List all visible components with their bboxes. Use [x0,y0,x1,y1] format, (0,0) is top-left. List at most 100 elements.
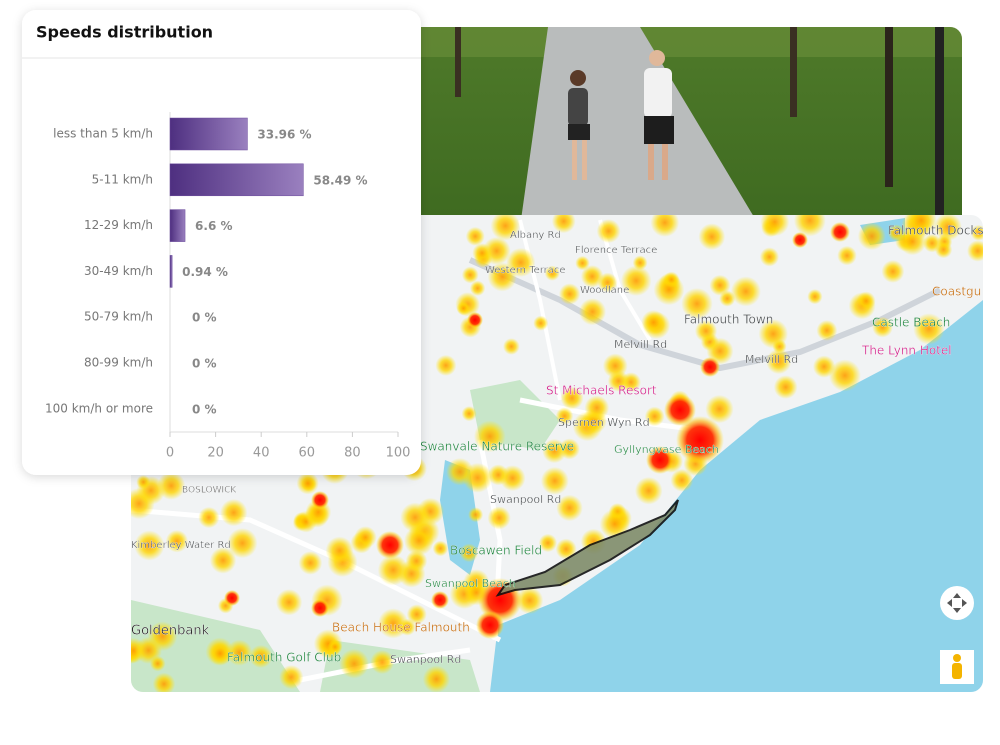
map-label: Falmouth Golf Club [227,651,341,665]
heat-spot [459,543,479,563]
map-label: Beach House Falmouth [332,621,470,635]
x-tick-label: 80 [344,446,361,461]
heat-spot [540,466,569,495]
heat-spot [516,586,544,615]
heat-spot [596,219,621,244]
heat-spot [136,475,151,490]
heat-spot [456,301,471,316]
heat-spot [793,215,826,237]
map-label: Kimberley Water Rd [131,540,231,551]
map-label: Albany Rd [510,230,561,241]
x-tick-label: 0 [166,446,174,461]
x-tick-label: 100 [386,446,411,461]
heat-spot [970,224,983,241]
map-label: Melvill Rd [745,353,798,366]
value-label: 0 % [192,402,217,416]
bar [169,163,304,197]
heat-spot [881,260,905,283]
heat-spot [632,255,648,271]
heat-hotspot [792,232,808,248]
value-label: 33.96 % [257,128,311,142]
map-label: Swanpool Rd [390,653,461,666]
map-label: The Lynn Hotel [861,344,952,358]
map-label: Gyllyngvase Beach [614,443,719,456]
heat-spot [406,604,427,625]
map-label: Castle Beach [872,316,950,330]
heat-spot [807,289,823,305]
map-label: Western Terrace [485,265,566,276]
heat-spot [472,243,492,263]
heat-hotspot [431,591,449,609]
value-label: 0 % [192,357,217,371]
heat-spot [922,233,942,253]
heat-spot [816,320,838,341]
heat-spot [709,274,731,296]
map-label: Falmouth Town [684,313,773,327]
map-label: BOSLOWICK [182,486,237,496]
bar [169,117,248,151]
map-label: Florence Terrace [575,245,657,256]
heat-spot [404,525,434,556]
map-label: Coastgu [932,285,981,299]
chart-card: Speeds distribution 0 20 40 60 80 100 less tha… [22,10,421,475]
heat-spot [220,498,248,527]
heat-spot [275,589,303,616]
heat-spot [555,407,574,425]
map-label: Boscawen Field [450,544,542,558]
heat-spot [670,468,694,492]
value-label: 6.6 % [195,219,232,233]
heat-spot [499,465,526,492]
heat-spot [435,354,457,376]
heat-hotspot [830,222,850,242]
y-tick-label: 80-99 km/h [84,356,153,370]
map-label: Spernen Wyn Rd [558,416,650,429]
heat-spot [620,265,652,297]
heat-spot [698,223,726,251]
heat-spot [461,266,479,284]
heat-hotspot [476,611,504,639]
heat-spot [152,672,176,692]
heat-spot [967,240,983,262]
heat-spot [487,506,511,530]
heat-spot [641,310,666,335]
bar [169,255,173,288]
heat-spot [325,536,354,565]
heat-spot [370,650,395,675]
heat-spot [538,533,558,553]
heat-spot [584,395,610,421]
heat-spot [461,406,477,422]
chart-title: Speeds distribution [36,23,213,42]
heat-hotspot [311,491,329,509]
heat-spot [758,319,789,349]
heat-spot [644,406,665,427]
heat-spot [560,386,584,410]
x-tick-label: 20 [207,446,224,461]
heat-spot [432,540,449,557]
heat-spot [773,375,798,399]
y-tick-label: 5-11 km/h [92,172,153,186]
heat-spot [327,639,343,655]
heat-spot [490,215,521,241]
heat-spot [279,665,304,690]
heat-spot [354,526,377,549]
heat-spot [209,547,237,574]
heat-spot [551,215,576,234]
value-label: 0 % [192,311,217,325]
heat-spot [198,506,220,529]
heat-spot [487,262,517,292]
heat-hotspot [646,446,674,474]
map-label: Swanpool Rd [490,493,561,506]
heat-spot [298,551,323,575]
heat-spot [705,394,734,424]
map-label: Swanpool Beach [425,577,516,590]
heat-spot [544,265,560,281]
heat-spot [856,291,876,311]
y-tick-label: less than 5 km/h [53,127,153,141]
heat-spot [400,502,430,533]
bar [169,209,186,242]
heat-spot [857,222,886,251]
heat-spot [766,348,792,375]
photo [400,27,962,227]
heat-hotspot [664,394,696,426]
